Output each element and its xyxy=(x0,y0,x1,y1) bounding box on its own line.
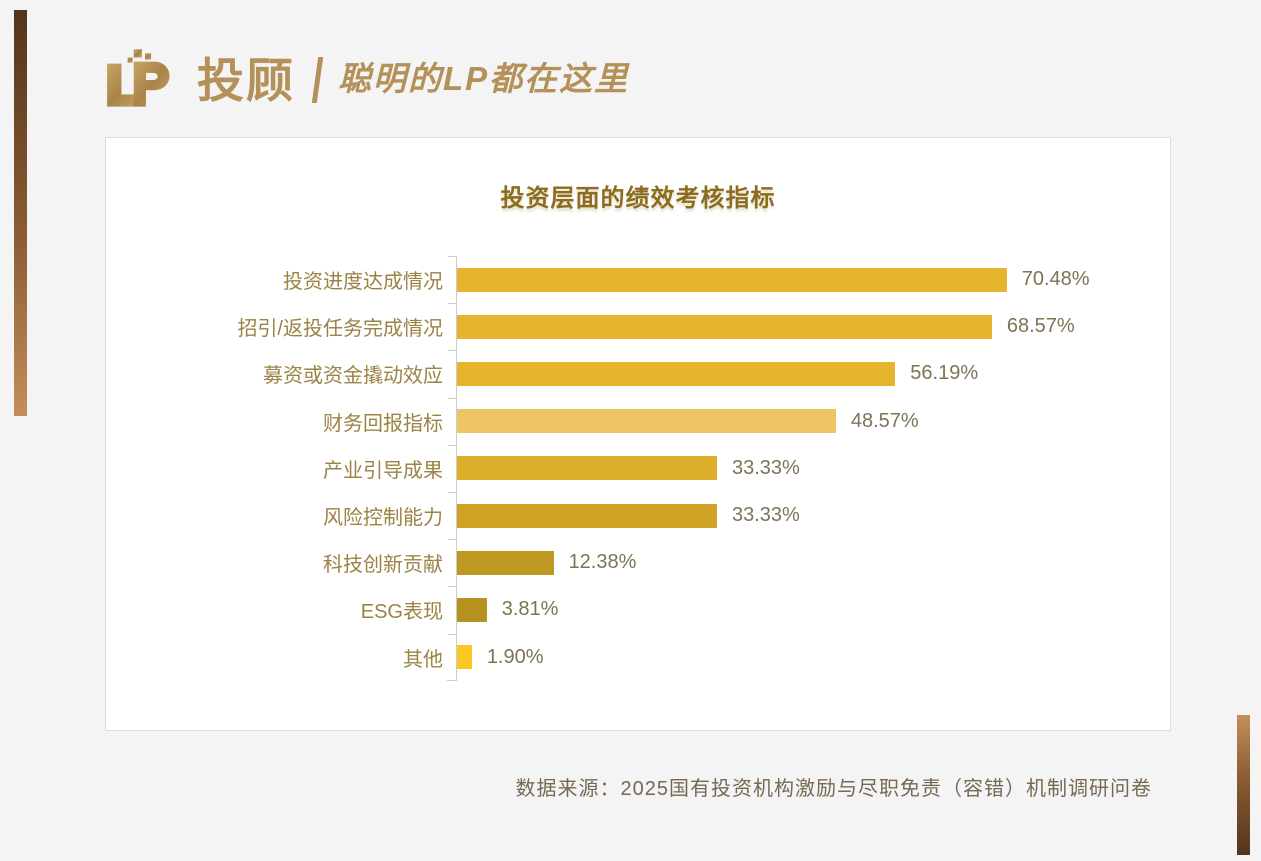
value-label: 12.38% xyxy=(568,551,637,574)
plot-area: 12.38% xyxy=(448,539,1170,587)
bar-row: 风险控制能力 33.33% xyxy=(106,491,1170,540)
value-label: 33.33% xyxy=(731,504,800,527)
bar xyxy=(457,409,836,434)
bar-row: 科技创新贡献 12.38% xyxy=(106,539,1170,587)
source-note: 数据来源：2025国有投资机构激励与尽职免责（容错）机制调研问卷 xyxy=(515,778,1152,800)
axis-tick xyxy=(448,303,456,305)
axis-tick xyxy=(448,586,456,588)
axis-tick xyxy=(448,397,456,399)
bar-row: 产业引导成果 33.33% xyxy=(106,444,1170,492)
category-label: 投资进度达成情况 xyxy=(283,271,443,294)
plot-area: 3.81% xyxy=(448,586,1170,634)
value-label: 48.57% xyxy=(850,409,919,432)
bar xyxy=(457,597,487,622)
value-label: 68.57% xyxy=(1006,315,1075,338)
value-label: 70.48% xyxy=(1021,268,1090,291)
top-left-accent-bar xyxy=(14,10,27,416)
bar-row: 招引/返投任务完成情况 68.57% xyxy=(106,303,1170,351)
value-label: 33.33% xyxy=(731,456,800,479)
brand-tagline: 聪明的LP都在这里 xyxy=(338,59,630,97)
category-label: 财务回报指标 xyxy=(323,412,443,435)
category-label: 招引/返投任务完成情况 xyxy=(237,318,443,341)
chart-title: 投资层面的绩效考核指标 xyxy=(500,185,776,212)
axis-tick xyxy=(448,633,456,635)
bar-row: ESG表现 3.81% xyxy=(106,586,1170,634)
plot-area: 56.19% xyxy=(448,350,1170,398)
bar-row: 投资进度达成情况 70.48% xyxy=(106,256,1170,304)
bar xyxy=(457,645,472,670)
chart-card: 投资层面的绩效考核指标 投资进度达成情况 70.48% 招引/返投任务完成情况 68.… xyxy=(105,137,1171,731)
bar xyxy=(457,456,717,481)
plot-area: 33.33% xyxy=(448,491,1170,540)
category-label: 产业引导成果 xyxy=(323,459,443,482)
bottom-right-accent-bar xyxy=(1237,715,1250,855)
value-label: 1.90% xyxy=(486,645,544,668)
value-label: 56.19% xyxy=(910,362,979,385)
bar xyxy=(457,503,717,528)
brand-name: 投顾 xyxy=(197,53,295,107)
plot-area: 48.57% xyxy=(448,397,1170,445)
value-label: 3.81% xyxy=(501,598,559,621)
axis-end-tick xyxy=(447,679,456,681)
category-label: 其他 xyxy=(403,648,443,671)
category-label: 风险控制能力 xyxy=(323,507,443,530)
lp-logo-icon xyxy=(107,49,170,107)
plot-area: 1.90% xyxy=(448,633,1170,681)
bar xyxy=(457,361,896,386)
bar-row: 募资或资金撬动效应 56.19% xyxy=(106,350,1170,398)
plot-area: 70.48% xyxy=(448,256,1170,304)
axis-tick xyxy=(448,444,456,446)
category-label: 募资或资金撬动效应 xyxy=(263,365,443,388)
plot-area: 33.33% xyxy=(448,444,1170,492)
category-label: 科技创新贡献 xyxy=(323,554,443,577)
axis-tick xyxy=(448,350,456,352)
bar xyxy=(457,267,1007,292)
axis-tick xyxy=(448,256,456,257)
category-label: ESG表现 xyxy=(360,601,443,624)
brand-separator xyxy=(311,57,324,103)
bar xyxy=(457,550,554,575)
brand-header: 投顾 聪明的LP都在这里 xyxy=(103,44,629,116)
bar xyxy=(457,314,992,339)
axis-tick xyxy=(448,491,456,493)
bar-row: 财务回报指标 48.57% xyxy=(106,397,1170,445)
bar-chart: 投资进度达成情况 70.48% 招引/返投任务完成情况 68.57% 募资或资金撬动效应… xyxy=(106,256,1170,681)
axis-tick xyxy=(448,539,456,541)
bar-row: 其他 1.90% xyxy=(106,633,1170,681)
plot-area: 68.57% xyxy=(448,303,1170,351)
